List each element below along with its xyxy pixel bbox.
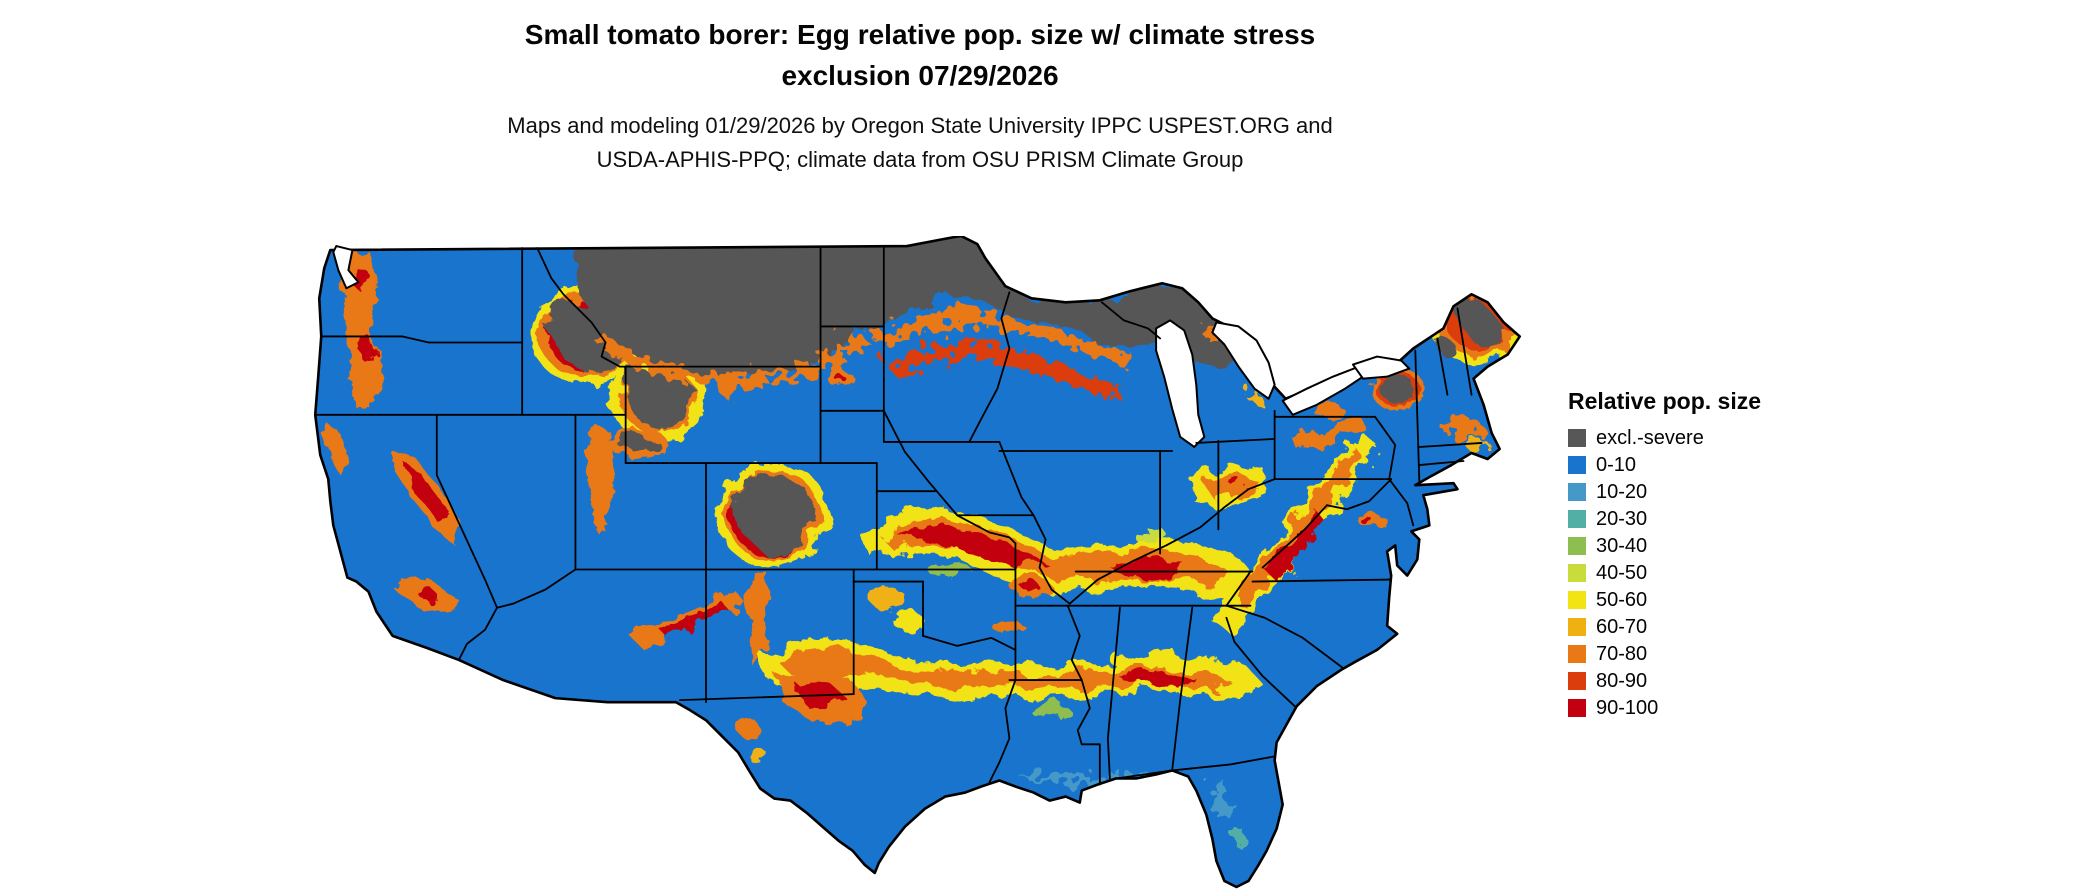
- legend-swatch: [1568, 645, 1586, 663]
- legend-swatch: [1568, 429, 1586, 447]
- legend-label: 0-10: [1596, 454, 1637, 476]
- map-legend: Relative pop. size excl.-severe 0-10 10-20…: [1568, 388, 1888, 726]
- page-title: Small tomato borer: Egg relative pop. si…: [320, 14, 1520, 96]
- legend-item: 60-70: [1568, 616, 1888, 638]
- legend-swatch: [1568, 456, 1586, 474]
- legend-label: 20-30: [1596, 508, 1648, 530]
- us-risk-map: [306, 236, 1532, 889]
- legend-item: 40-50: [1568, 562, 1888, 584]
- legend-label: 90-100: [1596, 697, 1659, 719]
- legend-label: 30-40: [1596, 535, 1648, 557]
- legend-item: 10-20: [1568, 481, 1888, 503]
- legend-item: 50-60: [1568, 589, 1888, 611]
- legend-swatch: [1568, 564, 1586, 582]
- legend-label: 40-50: [1596, 562, 1648, 584]
- lake-michigan: [1155, 319, 1206, 448]
- legend-swatch: [1568, 672, 1586, 690]
- subtitle-line-2: USDA-APHIS-PPQ; climate data from OSU PR…: [596, 147, 1244, 172]
- legend-swatch: [1568, 618, 1586, 636]
- legend-swatch: [1568, 510, 1586, 528]
- legend-label: 70-80: [1596, 643, 1648, 665]
- title-block: Small tomato borer: Egg relative pop. si…: [320, 14, 1520, 177]
- title-line-2: exclusion 07/29/2026: [781, 60, 1059, 91]
- subtitle-line-1: Maps and modeling 01/29/2026 by Oregon S…: [507, 113, 1333, 138]
- legend-title: Relative pop. size: [1568, 388, 1762, 414]
- legend-swatch: [1568, 483, 1586, 501]
- legend-label: excl.-severe: [1596, 427, 1704, 449]
- legend-item: 0-10: [1568, 454, 1888, 476]
- legend-label: 60-70: [1596, 616, 1648, 638]
- lake-huron: [1211, 321, 1276, 400]
- risk-hot-bands: [322, 248, 1490, 849]
- legend-item: 30-40: [1568, 535, 1888, 557]
- legend-swatch: [1568, 591, 1586, 609]
- legend-item: 90-100: [1568, 697, 1888, 719]
- state-borders: [314, 247, 1483, 786]
- us-risk-map-svg: [313, 236, 1522, 889]
- exclusion-regions: [547, 236, 1510, 556]
- legend-item: 70-80: [1568, 643, 1888, 665]
- title-line-1: Small tomato borer: Egg relative pop. si…: [524, 19, 1316, 50]
- legend-label: 80-90: [1596, 670, 1648, 692]
- legend-items: excl.-severe 0-10 10-20 20-30 30-40 40-50 50-6…: [1568, 427, 1888, 719]
- legend-label: 10-20: [1596, 481, 1648, 503]
- legend-item: 80-90: [1568, 670, 1888, 692]
- page-subtitle: Maps and modeling 01/29/2026 by Oregon S…: [320, 109, 1520, 177]
- legend-item: 20-30: [1568, 508, 1888, 530]
- legend-swatch: [1568, 699, 1586, 717]
- legend-swatch: [1568, 537, 1586, 555]
- legend-item: excl.-severe: [1568, 427, 1888, 449]
- great-lakes: [332, 245, 1411, 448]
- legend-label: 50-60: [1596, 589, 1648, 611]
- puget-sound: [332, 245, 360, 290]
- lake-ontario: [1351, 355, 1411, 380]
